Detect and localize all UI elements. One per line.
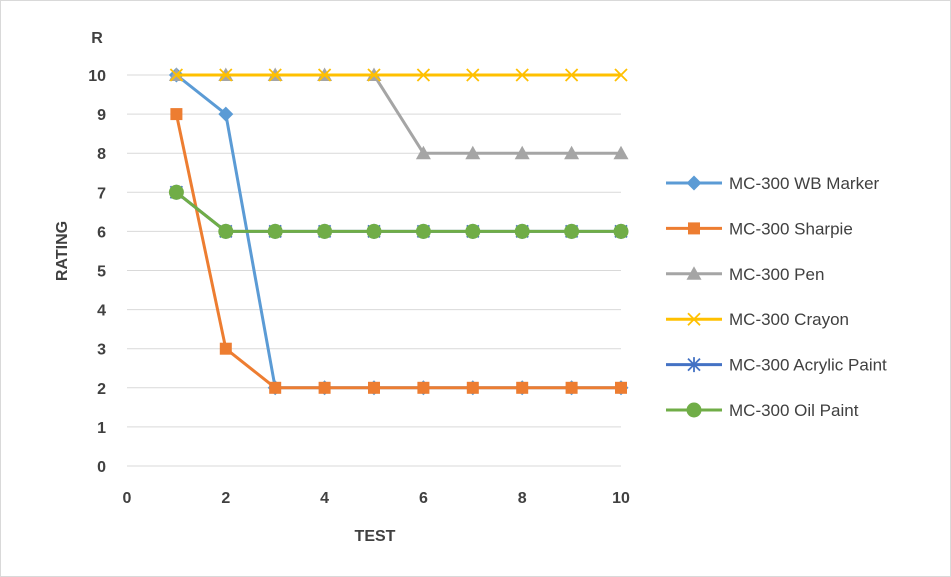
legend-marker	[686, 266, 702, 280]
x-tick-label: 4	[320, 490, 329, 507]
data-point	[218, 106, 234, 122]
data-point	[514, 223, 530, 239]
data-point	[267, 223, 283, 239]
legend-marker	[687, 312, 701, 326]
x-tick-label: 0	[123, 490, 132, 507]
data-point	[466, 68, 480, 82]
y-tick-label: 3	[97, 342, 106, 359]
x-tick-label: 8	[518, 490, 527, 507]
series-mc-300-sharpie	[170, 108, 627, 394]
data-point	[368, 381, 380, 394]
data-point	[613, 145, 629, 160]
tick-labels: 0 1 2 3 4 5 6 7 8 9 10 0 2 4 6 8 10	[88, 68, 630, 507]
data-point	[415, 145, 431, 160]
data-point	[367, 68, 381, 82]
data-point	[170, 108, 183, 121]
y-axis-extra-label: R	[91, 30, 103, 47]
y-tick-label: 7	[97, 185, 106, 202]
series-mc-300-crayon	[169, 68, 628, 82]
legend-label: MC-300 Sharpie	[729, 219, 853, 238]
legend-marker	[686, 402, 702, 418]
x-tick-label: 2	[221, 490, 230, 507]
legend-label: MC-300 WB Marker	[729, 174, 880, 193]
y-axis-title: RATING	[54, 221, 71, 281]
legend-item: MC-300 Crayon	[666, 310, 849, 329]
data-point	[613, 223, 629, 239]
legend-marker	[688, 222, 700, 235]
y-tick-label: 4	[97, 303, 106, 320]
data-point	[465, 223, 481, 239]
data-point	[514, 145, 530, 160]
legend: MC-300 WB Marker MC-300 Sharpie MC-300 Pen…	[666, 174, 887, 420]
data-point	[564, 68, 579, 82]
data-point	[169, 68, 184, 82]
data-point	[564, 223, 580, 239]
x-tick-label: 6	[419, 490, 428, 507]
y-tick-label: 9	[97, 107, 106, 124]
series-line	[175, 191, 621, 233]
data-point	[317, 223, 333, 239]
y-tick-label: 1	[97, 420, 106, 437]
series-layer	[168, 67, 629, 396]
legend-item: MC-300 Acrylic Paint	[666, 356, 887, 375]
legend-item: MC-300 Oil Paint	[666, 401, 859, 420]
data-point	[366, 223, 382, 239]
y-tick-label: 10	[88, 68, 106, 85]
data-point	[615, 381, 627, 394]
data-point	[564, 145, 580, 160]
data-point	[269, 381, 282, 394]
y-tick-label: 0	[97, 459, 106, 476]
legend-label: MC-300 Oil Paint	[729, 401, 859, 420]
y-tick-label: 6	[97, 224, 106, 241]
legend-label: MC-300 Acrylic Paint	[729, 356, 887, 375]
data-point	[317, 68, 332, 82]
legend-marker	[686, 175, 702, 191]
data-point	[515, 68, 529, 82]
data-point	[219, 68, 233, 82]
series-mc-300-oil-paint	[168, 184, 629, 239]
series-line	[174, 113, 621, 390]
data-point	[417, 381, 430, 394]
data-point	[318, 381, 331, 394]
data-point	[168, 184, 184, 200]
data-point	[516, 381, 529, 394]
data-point	[415, 223, 431, 239]
data-point	[466, 381, 479, 394]
legend-item: MC-300 Pen	[666, 265, 824, 284]
data-point	[219, 342, 232, 355]
legend-label: MC-300 Pen	[729, 265, 824, 284]
data-point	[218, 223, 234, 239]
legend-item: MC-300 WB Marker	[666, 174, 880, 193]
legend-label: MC-300 Crayon	[729, 310, 849, 329]
data-point	[268, 68, 282, 82]
x-axis-title: TEST	[355, 528, 396, 545]
y-tick-label: 8	[97, 146, 106, 163]
x-tick-label: 10	[612, 490, 630, 507]
data-point	[416, 68, 431, 82]
data-point	[614, 68, 628, 82]
data-point	[465, 145, 481, 160]
data-point	[565, 381, 578, 394]
legend-item: MC-300 Sharpie	[666, 219, 853, 238]
y-tick-label: 2	[97, 381, 106, 398]
y-tick-label: 5	[97, 264, 106, 281]
legend-marker	[687, 357, 701, 373]
